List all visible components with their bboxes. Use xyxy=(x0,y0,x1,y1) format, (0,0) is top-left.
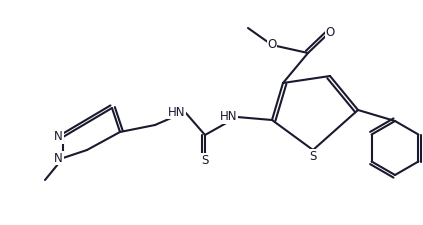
Text: S: S xyxy=(309,150,317,163)
Text: N: N xyxy=(54,151,63,164)
Text: O: O xyxy=(325,25,335,38)
Text: N: N xyxy=(54,130,63,144)
Text: HN: HN xyxy=(168,106,185,119)
Text: S: S xyxy=(201,153,209,166)
Text: HN: HN xyxy=(220,110,237,124)
Text: O: O xyxy=(267,38,277,52)
